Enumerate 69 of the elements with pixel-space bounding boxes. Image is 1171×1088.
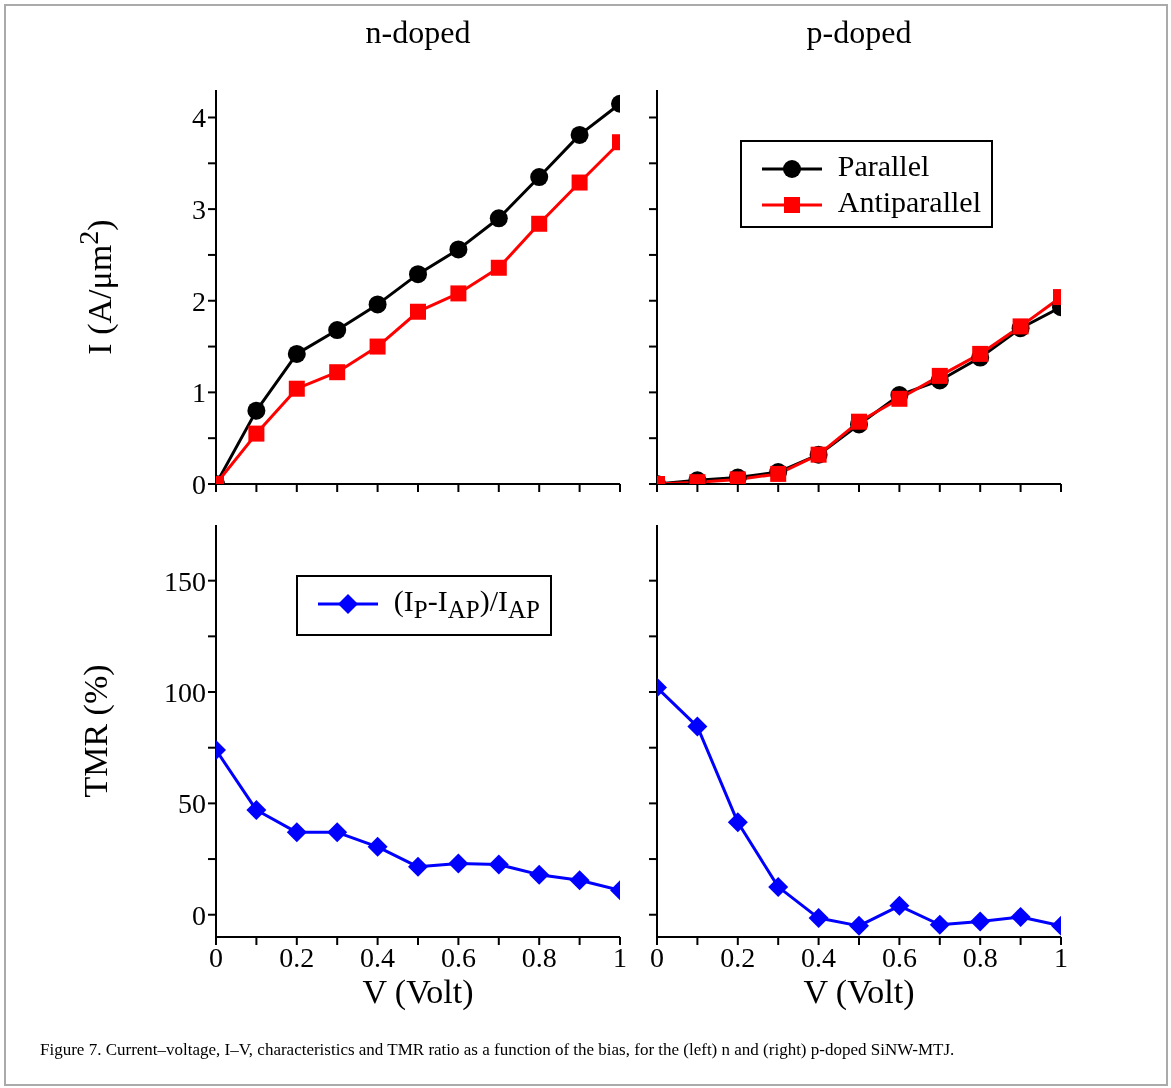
x-tick-label: 1 <box>613 941 627 973</box>
point <box>768 876 789 897</box>
point <box>851 413 867 430</box>
y-tick-label: 1 <box>192 377 206 409</box>
y-tick-label: 0 <box>192 468 206 500</box>
point <box>972 345 989 362</box>
point <box>530 168 549 187</box>
point <box>489 209 508 228</box>
point <box>808 908 829 929</box>
point <box>327 822 348 843</box>
point <box>931 367 948 384</box>
x-tick-label: 0.8 <box>962 941 998 973</box>
point <box>569 870 590 891</box>
y-tick-label: 0 <box>192 899 206 931</box>
y-tick-label: 2 <box>192 285 206 317</box>
point <box>687 716 708 737</box>
point <box>891 390 908 407</box>
legend-label: Parallel <box>837 149 930 182</box>
point <box>369 338 386 355</box>
point <box>286 822 307 843</box>
x-tick-label: 0.6 <box>440 941 476 973</box>
caption: Figure 7. Current–voltage, I–V, characteristics and TMR ratio as a function of the bias, for the (left) n and (right) p-doped SiNW-MTJ. <box>40 1040 956 1060</box>
x-axis-title: V (Volt) <box>802 973 916 1011</box>
legend-label: (I$_{P}$-I$_{AP}$)/I$_{AP}$ <box>393 584 540 623</box>
point <box>410 303 426 320</box>
point <box>727 812 748 833</box>
x-tick-label: 0.2 <box>720 941 756 973</box>
x-tick-label: 0.6 <box>881 941 917 973</box>
point <box>531 215 548 232</box>
point <box>1010 906 1031 927</box>
point <box>849 915 869 936</box>
point <box>247 401 266 420</box>
point <box>329 364 346 381</box>
point <box>408 856 428 877</box>
y-tick-label: 4 <box>192 102 206 134</box>
chart-title: p-doped <box>805 14 913 51</box>
point <box>367 836 388 857</box>
x-tick-label: 0.8 <box>521 941 557 973</box>
x-tick-label: 0.4 <box>801 941 837 973</box>
x-tick-label: 0.2 <box>279 941 315 973</box>
point <box>287 344 306 363</box>
point <box>970 911 991 932</box>
point <box>889 895 910 916</box>
point <box>490 259 507 276</box>
point <box>328 321 347 340</box>
y-tick-label: 50 <box>178 788 206 820</box>
x-axis-title: V (Volt) <box>361 973 475 1011</box>
point <box>929 914 950 935</box>
point <box>488 854 509 875</box>
point <box>529 864 550 885</box>
x-tick-label: 1 <box>1054 941 1068 973</box>
point <box>450 285 467 302</box>
point <box>570 125 589 144</box>
y-tick-label: 3 <box>192 194 206 226</box>
point <box>248 425 265 442</box>
point <box>571 174 588 191</box>
point <box>449 240 468 259</box>
legend-label: Antiparallel <box>837 185 981 218</box>
y-axis-title: TMR (%) <box>77 664 115 798</box>
point <box>409 265 427 284</box>
x-tick-label: 0 <box>650 941 664 973</box>
y-tick-label: 100 <box>164 676 206 708</box>
y-tick-label: 150 <box>164 565 206 597</box>
x-tick-label: 0.4 <box>360 941 396 973</box>
point <box>448 853 469 874</box>
chart-title: n-doped <box>364 14 472 51</box>
point <box>288 380 305 397</box>
point <box>368 295 387 314</box>
point <box>246 800 267 821</box>
